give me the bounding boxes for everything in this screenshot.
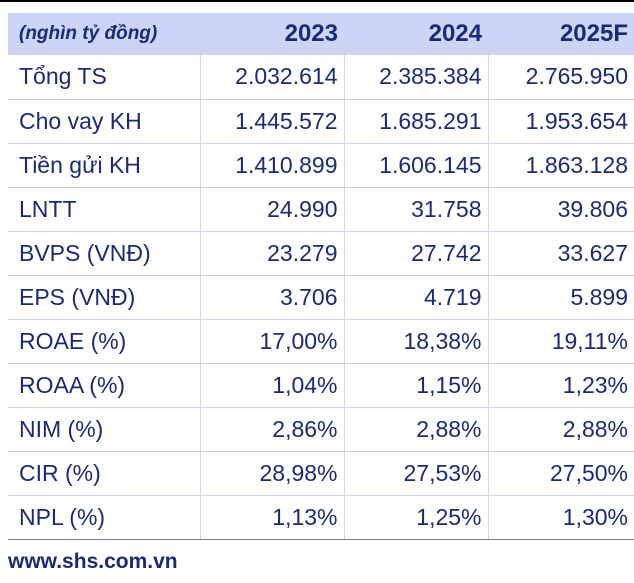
row-value-2024: 1,15% — [343, 363, 488, 408]
row-value-2024: 27.742 — [343, 231, 488, 276]
row-value-2023: 24.990 — [199, 187, 344, 232]
row-value-2023: 1.445.572 — [199, 99, 344, 144]
row-label: LNTT — [8, 187, 200, 232]
row-value-2025f: 1,23% — [487, 363, 634, 408]
row-value-2024: 4.719 — [343, 275, 488, 320]
row-value-2025f: 27,50% — [487, 451, 634, 496]
source-website-text: www.shs.com.vn — [8, 550, 178, 573]
table-row: ROAE (%) 17,00% 18,38% 19,11% — [8, 319, 634, 364]
row-value-2025f: 1.953.654 — [487, 99, 634, 144]
row-label: NIM (%) — [8, 407, 200, 452]
row-value-2023: 1,13% — [199, 495, 344, 540]
row-value-2025f: 1.863.128 — [487, 143, 634, 188]
table-row: NIM (%) 2,86% 2,88% 2,88% — [8, 407, 634, 452]
year-header-2024: 2024 — [428, 20, 482, 47]
row-label: EPS (VNĐ) — [8, 275, 200, 320]
row-value-2025f: 19,11% — [487, 319, 634, 364]
table-row: BVPS (VNĐ) 23.279 27.742 33.627 — [8, 231, 634, 276]
year-header-2025f: 2025F — [559, 20, 628, 47]
table-row: EPS (VNĐ) 3.706 4.719 5.899 — [8, 275, 634, 320]
table-row: Tổng TS 2.032.614 2.385.384 2.765.950 — [8, 55, 634, 100]
row-value-2024: 2,88% — [343, 407, 488, 452]
row-value-2024: 18,38% — [343, 319, 488, 364]
row-value-2025f: 2.765.950 — [487, 55, 634, 100]
year-header-2023: 2023 — [284, 20, 338, 47]
row-value-2024: 1,25% — [343, 495, 488, 540]
row-value-2023: 1.410.899 — [199, 143, 344, 188]
row-label: ROAE (%) — [8, 319, 200, 364]
row-label: NPL (%) — [8, 495, 200, 540]
row-value-2025f: 5.899 — [487, 275, 634, 320]
table-row: ROAA (%) 1,04% 1,15% 1,23% — [8, 363, 634, 408]
row-value-2024: 27,53% — [343, 451, 488, 496]
row-value-2025f: 1,30% — [487, 495, 634, 540]
table-row: Tiền gửi KH 1.410.899 1.606.145 1.863.12… — [8, 143, 634, 188]
top-border-line — [0, 0, 634, 2]
row-value-2025f: 33.627 — [487, 231, 634, 276]
row-value-2025f: 39.806 — [487, 187, 634, 232]
table-row: Cho vay KH 1.445.572 1.685.291 1.953.654 — [8, 99, 634, 144]
row-value-2024: 31.758 — [343, 187, 488, 232]
table-row: NPL (%) 1,13% 1,25% 1,30% — [8, 495, 634, 540]
row-value-2023: 1,04% — [199, 363, 344, 408]
unit-label-header: (nghìn tỷ đồng) — [19, 23, 158, 44]
row-label: Cho vay KH — [8, 99, 200, 144]
row-value-2025f: 2,88% — [487, 407, 634, 452]
row-value-2023: 2,86% — [199, 407, 344, 452]
row-value-2024: 1.606.145 — [343, 143, 488, 188]
row-label: CIR (%) — [8, 451, 200, 496]
table-row: CIR (%) 28,98% 27,53% 27,50% — [8, 451, 634, 496]
table-header-row: (nghìn tỷ đồng) 2023 2024 2025F — [8, 13, 634, 55]
row-value-2023: 2.032.614 — [199, 55, 344, 100]
row-value-2024: 1.685.291 — [343, 99, 488, 144]
row-label: ROAA (%) — [8, 363, 200, 408]
row-value-2023: 3.706 — [199, 275, 344, 320]
row-value-2023: 17,00% — [199, 319, 344, 364]
table-row: LNTT 24.990 31.758 39.806 — [8, 187, 634, 232]
row-value-2023: 28,98% — [199, 451, 344, 496]
row-value-2023: 23.279 — [199, 231, 344, 276]
row-label: Tiền gửi KH — [8, 143, 200, 188]
row-label: Tổng TS — [8, 55, 200, 100]
row-value-2024: 2.385.384 — [343, 55, 488, 100]
row-label: BVPS (VNĐ) — [8, 231, 200, 276]
financial-forecast-table: (nghìn tỷ đồng) 2023 2024 2025F Tổng TS … — [8, 13, 634, 540]
